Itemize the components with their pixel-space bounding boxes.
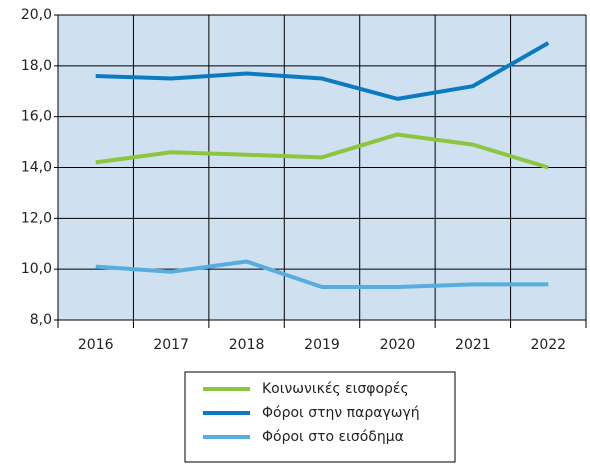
legend-label: Φόροι στο εισόδημα	[262, 429, 404, 445]
line-series	[95, 41, 550, 101]
x-tick-label: 2021	[455, 337, 491, 353]
y-tick-label: 16,0	[21, 109, 52, 125]
y-tick-label: 8,0	[30, 312, 52, 328]
y-tick-label: 12,0	[21, 210, 52, 226]
y-tick-label: 20,0	[21, 7, 52, 23]
y-tick-label: 10,0	[21, 261, 52, 277]
line-series	[95, 259, 549, 289]
line-series	[95, 132, 549, 170]
x-tick-label: 2017	[153, 337, 189, 353]
legend-label: Φόροι στην παραγωγή	[262, 405, 420, 421]
x-tick-label: 2019	[304, 337, 340, 353]
y-tick-label: 14,0	[21, 160, 52, 176]
x-tick-label: 2022	[530, 337, 566, 353]
legend-label: Κοινωνικές εισφορές	[262, 381, 409, 397]
x-tick-label: 2018	[229, 337, 265, 353]
y-tick-label: 18,0	[21, 58, 52, 74]
x-tick-label: 2020	[380, 337, 416, 353]
x-tick-label: 2016	[78, 337, 114, 353]
